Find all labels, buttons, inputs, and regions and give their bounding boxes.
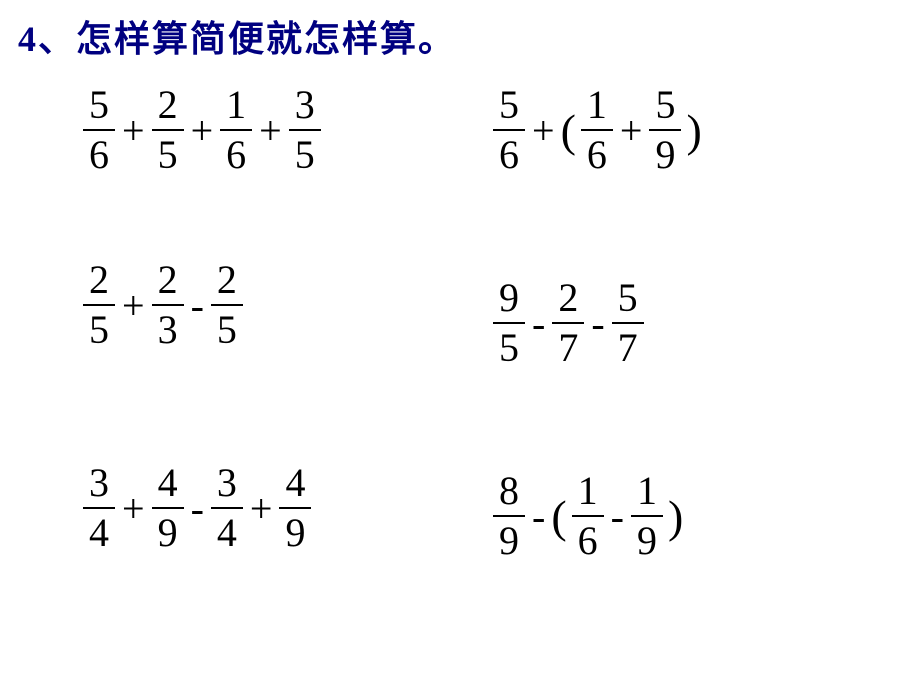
- fraction: 9 5: [493, 278, 525, 368]
- fraction: 3 4: [211, 463, 243, 553]
- operator-plus: +: [122, 485, 145, 532]
- denominator: 5: [152, 131, 184, 175]
- fraction: 1 6: [220, 85, 252, 175]
- left-paren: (: [551, 490, 566, 543]
- denominator: 9: [152, 509, 184, 553]
- fraction: 1 9: [631, 471, 663, 561]
- denominator: 9: [649, 131, 681, 175]
- fraction: 2 5: [83, 260, 115, 350]
- numerator: 2: [152, 85, 184, 131]
- numerator: 5: [83, 85, 115, 131]
- fraction: 5 6: [83, 85, 115, 175]
- problem-4: 9 5 - 2 7 - 5 7: [490, 278, 880, 368]
- problem-2: 5 6 + ( 1 6 + 5 9 ): [490, 85, 880, 175]
- fraction: 5 7: [612, 278, 644, 368]
- operator-plus: +: [122, 282, 145, 329]
- fraction: 8 9: [493, 471, 525, 561]
- left-paren: (: [561, 104, 576, 157]
- denominator: 7: [612, 324, 644, 368]
- problem-6: 8 9 - ( 1 6 - 1 9 ): [490, 471, 880, 561]
- fraction: 4 9: [279, 463, 311, 553]
- denominator: 4: [83, 509, 115, 553]
- operator-plus: +: [532, 107, 555, 154]
- problem-3: 2 5 + 2 3 - 2 5: [80, 260, 490, 350]
- denominator: 5: [83, 306, 115, 350]
- denominator: 6: [572, 517, 604, 561]
- denominator: 6: [581, 131, 613, 175]
- numerator: 4: [279, 463, 311, 509]
- fraction: 5 9: [649, 85, 681, 175]
- right-paren: ): [686, 104, 701, 157]
- problem-row-1: 5 6 + 2 5 + 1 6 + 3 5: [80, 85, 880, 175]
- denominator: 3: [152, 306, 184, 350]
- denominator: 4: [211, 509, 243, 553]
- operator-plus: +: [620, 107, 643, 154]
- operator-plus: +: [250, 485, 273, 532]
- page-title: 4、怎样算简便就怎样算。: [18, 10, 456, 62]
- operator-minus: -: [591, 300, 604, 347]
- numerator: 2: [152, 260, 184, 306]
- right-paren: ): [668, 490, 683, 543]
- numerator: 3: [83, 463, 115, 509]
- numerator: 8: [493, 471, 525, 517]
- numerator: 5: [612, 278, 644, 324]
- operator-minus: -: [532, 300, 545, 347]
- denominator: 5: [289, 131, 321, 175]
- operator-plus: +: [122, 107, 145, 154]
- fraction: 2 7: [552, 278, 584, 368]
- problem-row-3: 3 4 + 4 9 - 3 4 + 4 9: [80, 463, 880, 561]
- operator-minus: -: [611, 493, 624, 540]
- operator-plus: +: [259, 107, 282, 154]
- problem-5: 3 4 + 4 9 - 3 4 + 4 9: [80, 463, 490, 553]
- operator-plus: +: [191, 107, 214, 154]
- numerator: 9: [493, 278, 525, 324]
- fraction: 3 4: [83, 463, 115, 553]
- numerator: 3: [211, 463, 243, 509]
- numerator: 2: [552, 278, 584, 324]
- problem-1: 5 6 + 2 5 + 1 6 + 3 5: [80, 85, 490, 175]
- numerator: 2: [83, 260, 115, 306]
- denominator: 9: [279, 509, 311, 553]
- numerator: 1: [220, 85, 252, 131]
- numerator: 1: [581, 85, 613, 131]
- numerator: 4: [152, 463, 184, 509]
- numerator: 5: [649, 85, 681, 131]
- fraction: 4 9: [152, 463, 184, 553]
- fraction: 2 5: [211, 260, 243, 350]
- numerator: 5: [493, 85, 525, 131]
- operator-minus: -: [532, 493, 545, 540]
- problems-grid: 5 6 + 2 5 + 1 6 + 3 5: [80, 85, 880, 646]
- fraction: 1 6: [572, 471, 604, 561]
- fraction: 1 6: [581, 85, 613, 175]
- numerator: 1: [572, 471, 604, 517]
- numerator: 2: [211, 260, 243, 306]
- operator-minus: -: [191, 485, 204, 532]
- denominator: 6: [493, 131, 525, 175]
- denominator: 9: [493, 517, 525, 561]
- denominator: 5: [493, 324, 525, 368]
- numerator: 3: [289, 85, 321, 131]
- fraction: 2 5: [152, 85, 184, 175]
- operator-minus: -: [191, 282, 204, 329]
- fraction: 3 5: [289, 85, 321, 175]
- fraction: 2 3: [152, 260, 184, 350]
- fraction: 5 6: [493, 85, 525, 175]
- denominator: 5: [211, 306, 243, 350]
- denominator: 6: [220, 131, 252, 175]
- denominator: 9: [631, 517, 663, 561]
- denominator: 6: [83, 131, 115, 175]
- problem-row-2: 2 5 + 2 3 - 2 5 9 5: [80, 260, 880, 368]
- denominator: 7: [552, 324, 584, 368]
- numerator: 1: [631, 471, 663, 517]
